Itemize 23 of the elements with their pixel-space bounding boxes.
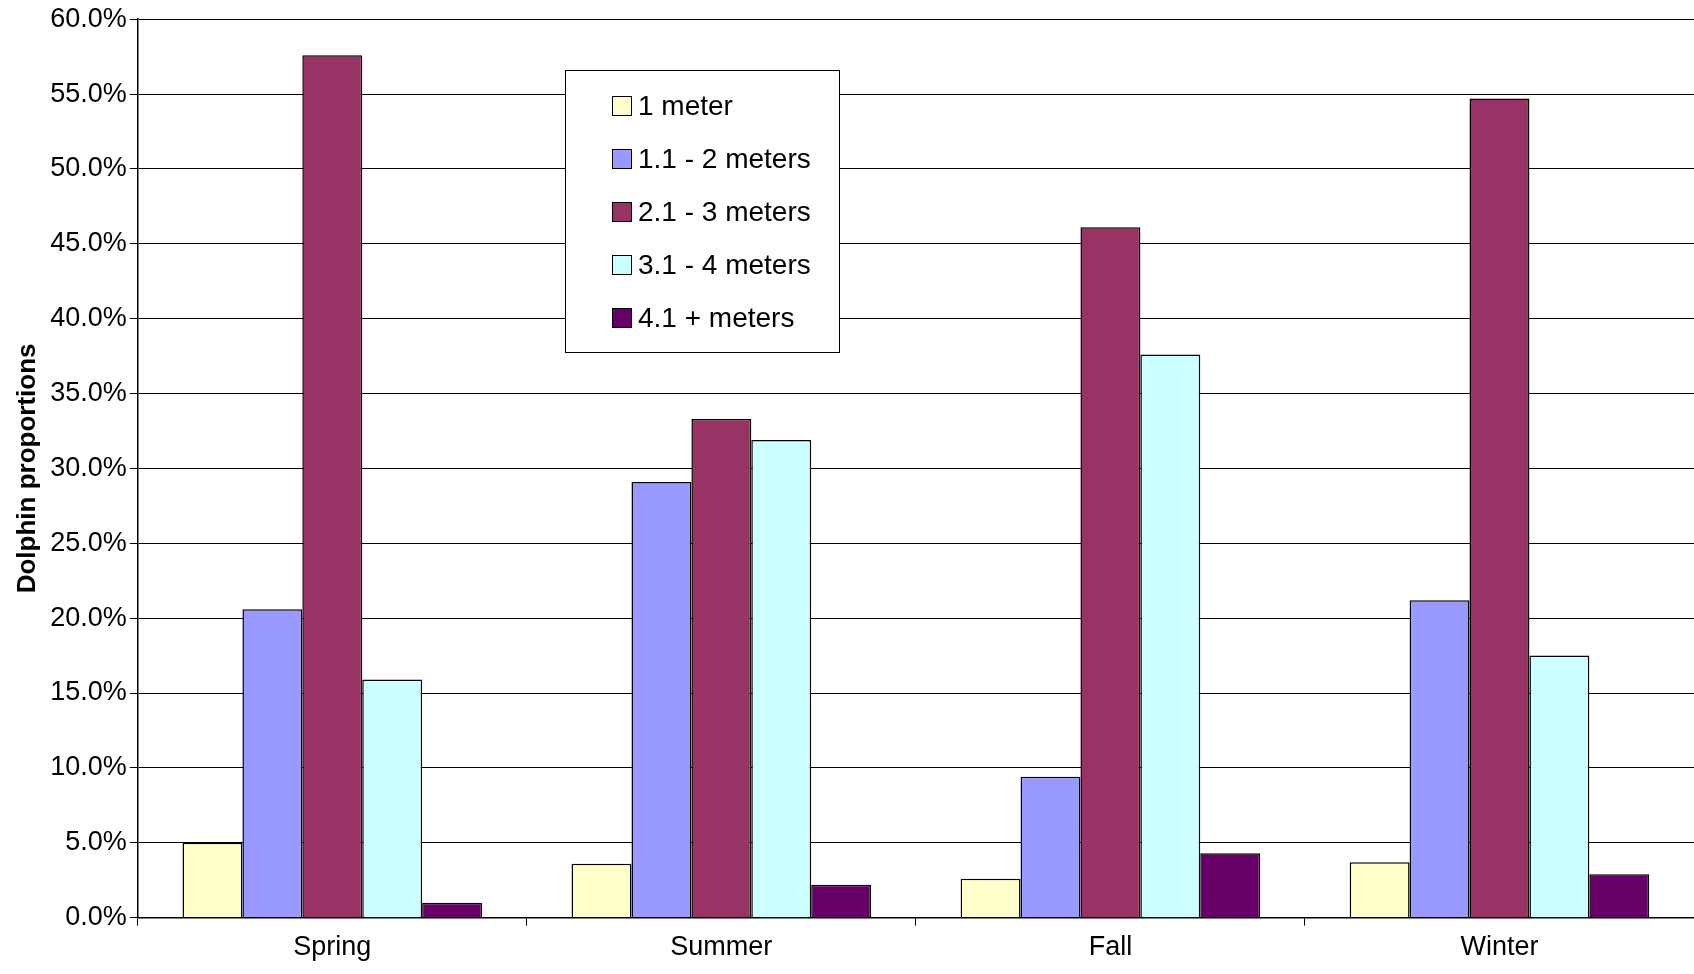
x-tick-label: Winter	[1460, 931, 1539, 962]
y-tick-label: 35.0%	[50, 376, 127, 407]
y-tick-label: 45.0%	[50, 227, 127, 258]
x-tick-label: Spring	[293, 931, 372, 962]
y-tick-label: 5.0%	[65, 826, 127, 857]
y-tick-label: 25.0%	[50, 526, 127, 557]
legend-label: 2.1 - 3 meters	[638, 195, 811, 228]
legend-label: 3.1 - 4 meters	[638, 248, 811, 281]
legend-label: 4.1 + meters	[638, 301, 795, 334]
x-tick-label: Fall	[1088, 931, 1133, 962]
y-tick-label: 60.0%	[50, 2, 127, 33]
y-tick-label: 55.0%	[50, 77, 127, 108]
y-tick-label: 20.0%	[50, 601, 127, 632]
y-tick-label: 15.0%	[50, 676, 127, 707]
y-tick-label: 30.0%	[50, 451, 127, 482]
y-tick-label: 0.0%	[65, 901, 127, 932]
y-tick-label: 40.0%	[50, 302, 127, 333]
y-tick-label: 50.0%	[50, 152, 127, 183]
y-axis-title: Dolphin proportions	[10, 343, 41, 594]
x-tick-label: Summer	[670, 931, 773, 962]
legend-label: 1.1 - 2 meters	[638, 142, 811, 175]
legend-label: 1 meter	[638, 89, 733, 122]
y-tick-label: 10.0%	[50, 751, 127, 782]
